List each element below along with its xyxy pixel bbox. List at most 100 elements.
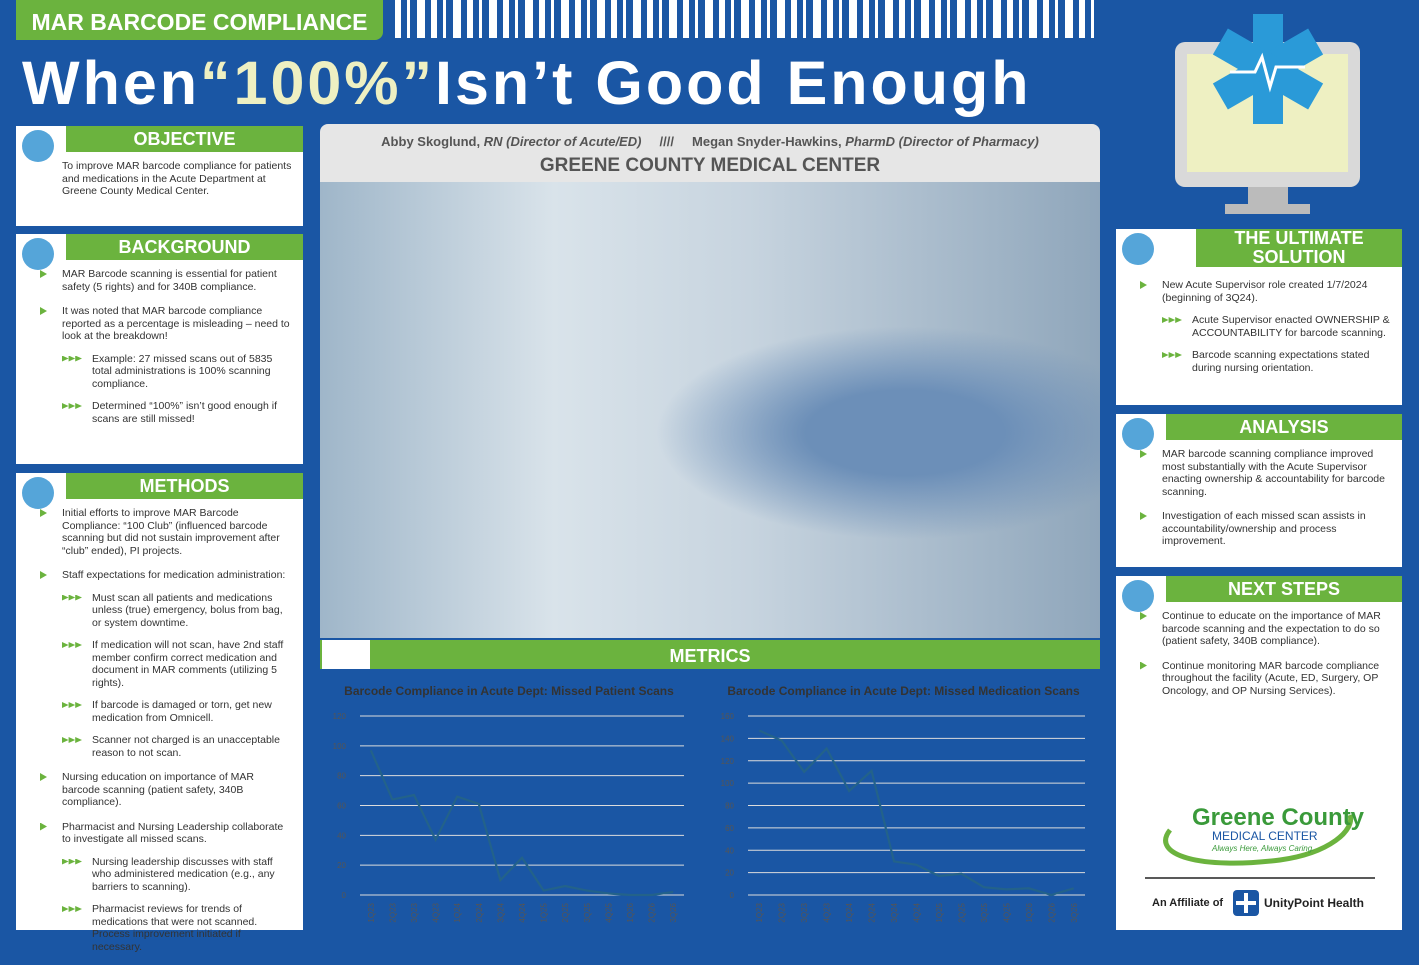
y-tick-label: 20 <box>725 869 734 878</box>
bullet: Continue to educate on the importance of… <box>1136 610 1392 648</box>
chart-title: Barcode Compliance in Acute Dept: Missed… <box>344 684 674 698</box>
section-heading: ANALYSIS <box>1166 414 1402 440</box>
sub-bullet: If barcode is damaged or torn, get new m… <box>62 699 293 724</box>
x-tick-label: 2Q24 <box>868 902 877 922</box>
title-highlight: “100%” <box>200 49 436 117</box>
y-tick-label: 60 <box>337 802 346 811</box>
x-tick-label: 1Q23 <box>367 902 376 922</box>
x-tick-label: 4Q23 <box>432 902 441 922</box>
photo-placeholder <box>320 182 1100 638</box>
bullet: Staff expectations for medication admini… <box>36 569 293 759</box>
bullet: Nursing education on importance of MAR b… <box>36 771 293 809</box>
section-body: MAR barcode scanning compliance improved… <box>1136 448 1392 560</box>
sub-bullet: Barcode scanning expectations stated dur… <box>1162 349 1392 374</box>
data-line <box>369 749 674 897</box>
x-tick-label: 2Q23 <box>778 902 787 922</box>
x-tick-label: 4Q25 <box>1002 902 1011 922</box>
bullet-list: Continue to educate on the importance of… <box>1136 610 1392 697</box>
bullet: Initial efforts to improve MAR Barcode C… <box>36 507 293 557</box>
x-tick-label: 3Q23 <box>410 902 419 922</box>
logo-name: Greene County <box>1192 804 1365 831</box>
x-tick-label: 2Q25 <box>957 902 966 922</box>
sub-bullet: Nursing leadership discusses with staff … <box>62 856 293 894</box>
y-tick-label: 120 <box>333 712 347 721</box>
sub-bullet: If medication will not scan, have 2nd st… <box>62 639 293 689</box>
bullet-text: New Acute Supervisor role created 1/7/20… <box>1162 279 1368 304</box>
bullet: It was noted that MAR barcode compliance… <box>36 305 293 425</box>
x-tick-label: 3Q26 <box>669 902 678 922</box>
y-tick-label: 140 <box>721 734 735 743</box>
y-tick-label: 160 <box>721 712 735 721</box>
x-tick-label: 3Q24 <box>496 902 505 922</box>
x-tick-label: 1Q26 <box>626 902 635 922</box>
bullet-text: Pharmacist and Nursing Leadership collab… <box>62 820 284 846</box>
y-tick-label: 60 <box>725 824 734 833</box>
x-tick-label: 1Q26 <box>1025 902 1034 922</box>
title-part: When <box>22 49 201 117</box>
section-panel: NEXT STEPS Continue to educate on the imp… <box>1116 576 1402 930</box>
logo-tagline: Always Here, Always Caring. <box>1211 844 1314 853</box>
bullet-list: MAR Barcode scanning is essential for pa… <box>36 268 293 425</box>
section-icon <box>1122 233 1154 265</box>
author-role: PharmD (Director of Pharmacy) <box>845 134 1039 149</box>
section-heading: OBJECTIVE <box>66 126 303 152</box>
logo-subtitle: MEDICAL CENTER <box>1212 829 1318 843</box>
sub-list: Example: 27 missed scans out of 5835 tot… <box>62 353 293 426</box>
section-panel: METHODS Initial efforts to improve MAR Ba… <box>16 473 303 953</box>
x-tick-label: 4Q23 <box>823 902 832 922</box>
bullet: New Acute Supervisor role created 1/7/20… <box>1136 279 1392 374</box>
y-tick-label: 80 <box>337 772 346 781</box>
chart-title: Barcode Compliance in Acute Dept: Missed… <box>727 684 1080 698</box>
bullet: Pharmacist and Nursing Leadership collab… <box>36 821 293 954</box>
x-tick-label: 3Q25 <box>583 902 592 922</box>
organization: GREENE COUNTY MEDICAL CENTER <box>539 155 881 176</box>
authors-bar: Abby Skoglund, RN (Director of Acute/ED)… <box>320 124 1100 182</box>
y-tick-label: 120 <box>721 757 735 766</box>
bullet-text: MAR barcode scanning compliance improved… <box>1162 448 1385 498</box>
sub-bullet: Must scan all patients and medications u… <box>62 592 293 630</box>
bullet-text: It was noted that MAR barcode compliance… <box>62 305 290 342</box>
sub-bullet: Acute Supervisor enacted OWNERSHIP & ACC… <box>1162 314 1392 339</box>
sub-list: Acute Supervisor enacted OWNERSHIP & ACC… <box>1162 314 1392 374</box>
section-heading: NEXT STEPS <box>1166 576 1402 602</box>
poster-tag: MAR BARCODE COMPLIANCE <box>16 0 383 40</box>
y-tick-label: 0 <box>342 891 347 900</box>
chart: Barcode Compliance in Acute Dept: Missed… <box>721 684 1085 923</box>
author-separator: //// <box>659 134 674 149</box>
bullet: MAR barcode scanning compliance improved… <box>1136 448 1392 498</box>
section-icon <box>22 238 54 270</box>
section-body: MAR Barcode scanning is essential for pa… <box>36 268 293 437</box>
data-line <box>758 729 1075 897</box>
bullet-text: MAR Barcode scanning is essential for pa… <box>62 268 277 293</box>
x-tick-label: 3Q23 <box>800 902 809 922</box>
bullet-text: Continue monitoring MAR barcode complian… <box>1162 659 1380 697</box>
bullet-text: Staff expectations for medication admini… <box>62 569 286 581</box>
author-name: Abby Skoglund, <box>381 134 481 149</box>
section-icon <box>22 477 54 509</box>
bullet-list: New Acute Supervisor role created 1/7/20… <box>1136 279 1392 374</box>
section-body: To improve MAR barcode compliance for pa… <box>36 160 293 198</box>
x-tick-label: 1Q24 <box>453 902 462 922</box>
x-tick-label: 2Q26 <box>648 902 657 922</box>
metrics-heading: METRICS <box>320 640 1100 669</box>
chart: Barcode Compliance in Acute Dept: Missed… <box>333 684 684 923</box>
bullet: MAR Barcode scanning is essential for pa… <box>36 268 293 293</box>
x-tick-label: 1Q25 <box>540 902 549 922</box>
x-tick-label: 1Q24 <box>845 902 854 922</box>
y-tick-label: 100 <box>721 779 735 788</box>
sub-list: Nursing leadership discusses with staff … <box>62 856 293 954</box>
sub-list: Must scan all patients and medications u… <box>62 592 293 760</box>
title-part: Isn’t Good Enough <box>435 49 1032 117</box>
section-heading: BACKGROUND <box>66 234 303 260</box>
section-body: Continue to educate on the importance of… <box>1136 610 1392 709</box>
y-tick-label: 100 <box>333 742 347 751</box>
section-heading: THE ULTIMATE SOLUTION <box>1196 229 1402 267</box>
x-tick-label: 4Q24 <box>518 902 527 922</box>
bullet: Continue monitoring MAR barcode complian… <box>1136 660 1392 698</box>
bullet-text: Investigation of each missed scan assist… <box>1162 510 1366 547</box>
section-body: Initial efforts to improve MAR Barcode C… <box>36 507 293 965</box>
section-icon <box>1122 580 1154 612</box>
section-panel: BACKGROUND MAR Barcode scanning is essent… <box>16 234 303 464</box>
author-name: Megan Snyder-Hawkins, <box>692 134 842 149</box>
partner-name: UnityPoint Health <box>1264 896 1364 910</box>
